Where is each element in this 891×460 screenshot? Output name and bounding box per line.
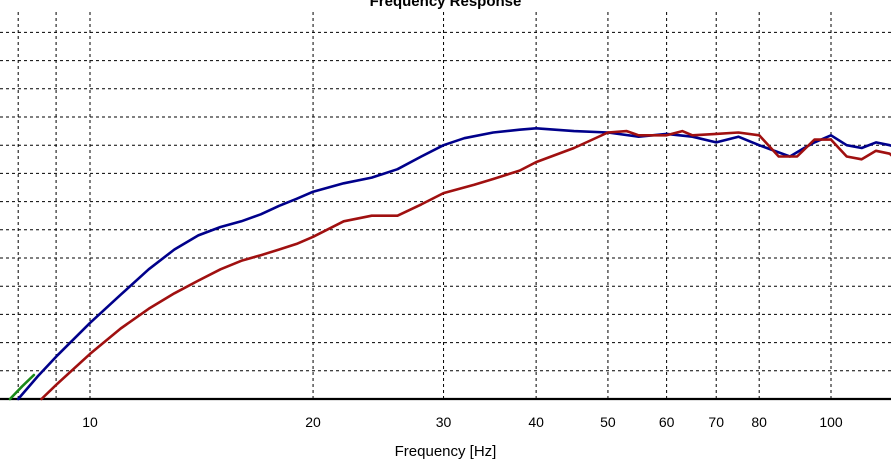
series-line-2 (42, 131, 891, 399)
x-tick-label: 100 (819, 414, 843, 430)
series-line-1 (18, 128, 891, 399)
x-tick-label: 70 (708, 414, 724, 430)
grid-lines (0, 12, 891, 399)
x-axis-label: Frequency [Hz] (0, 443, 891, 460)
x-tick-label: 10 (82, 414, 98, 430)
x-tick-label: 20 (305, 414, 321, 430)
x-tick-label: 60 (659, 414, 675, 430)
x-tick-labels: 10 20 30 40 50 60 70 80 100 (82, 414, 843, 430)
x-tick-label: 40 (528, 414, 544, 430)
x-tick-label: 30 (436, 414, 452, 430)
x-tick-label: 80 (751, 414, 767, 430)
x-tick-label: 50 (600, 414, 616, 430)
